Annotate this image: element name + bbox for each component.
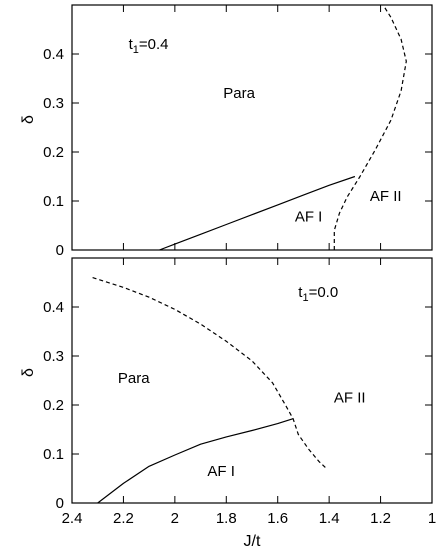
- y-tick-label: 0: [56, 495, 64, 512]
- annotation-value: =0.0: [309, 284, 339, 301]
- x-tick-label: 2: [171, 510, 179, 527]
- parameter-annotation: t1=0.4: [129, 36, 169, 56]
- x-tick-label: 1.4: [319, 510, 340, 527]
- annotation-subscript: 1: [133, 44, 139, 56]
- region-label: Para: [223, 85, 255, 102]
- dashed-phase-boundary: [92, 277, 328, 470]
- top-panel: 0 0.1 0.2 0.3 0.4 δ Para AF I AF II t1=0.4: [20, 4, 433, 259]
- x-tick-label: 1: [428, 510, 436, 527]
- annotation-symbol: t: [129, 36, 134, 53]
- x-tick-label: 1.8: [216, 510, 237, 527]
- bottom-panel: 0 0.1 0.2 0.3 0.4 2.4 2.2 2 1.8 1.6 1.4 1.2 1 δ J/t Par…: [20, 257, 436, 550]
- y-tick-label: 0.4: [43, 46, 64, 63]
- x-tick-label: 2.4: [62, 510, 83, 527]
- region-label: AF II: [334, 390, 366, 407]
- annotation-subscript: 1: [302, 292, 308, 304]
- x-tick-label: 1.6: [267, 510, 288, 527]
- x-axis-label: J/t: [244, 533, 261, 550]
- y-tick-label: 0.3: [43, 348, 64, 365]
- y-tick-label: 0.4: [43, 299, 64, 316]
- y-tick-label: 0.2: [43, 397, 64, 414]
- dashed-phase-boundary: [333, 4, 407, 250]
- region-label: AF I: [207, 463, 235, 480]
- solid-phase-boundary: [159, 175, 356, 251]
- x-tick-label: 1.2: [370, 510, 391, 527]
- y-tick-label: 0.1: [43, 193, 64, 210]
- annotation-value: =0.4: [139, 36, 169, 53]
- annotation-symbol: t: [298, 284, 303, 301]
- y-tick-label: 0: [56, 242, 64, 259]
- parameter-annotation: t1=0.0: [298, 284, 338, 304]
- y-axis-label: δ: [20, 368, 37, 377]
- x-tick-label: 2.2: [113, 510, 134, 527]
- plot-frame: [71, 257, 433, 504]
- y-tick-label: 0.3: [43, 95, 64, 112]
- region-label: AF I: [295, 209, 323, 226]
- plot-frame: [71, 4, 433, 251]
- region-label: AF II: [370, 188, 402, 205]
- region-label: Para: [118, 370, 150, 387]
- solid-phase-boundary: [97, 418, 294, 504]
- y-tick-label: 0.1: [43, 446, 64, 463]
- y-tick-label: 0.2: [43, 144, 64, 161]
- y-axis-label: δ: [20, 115, 37, 124]
